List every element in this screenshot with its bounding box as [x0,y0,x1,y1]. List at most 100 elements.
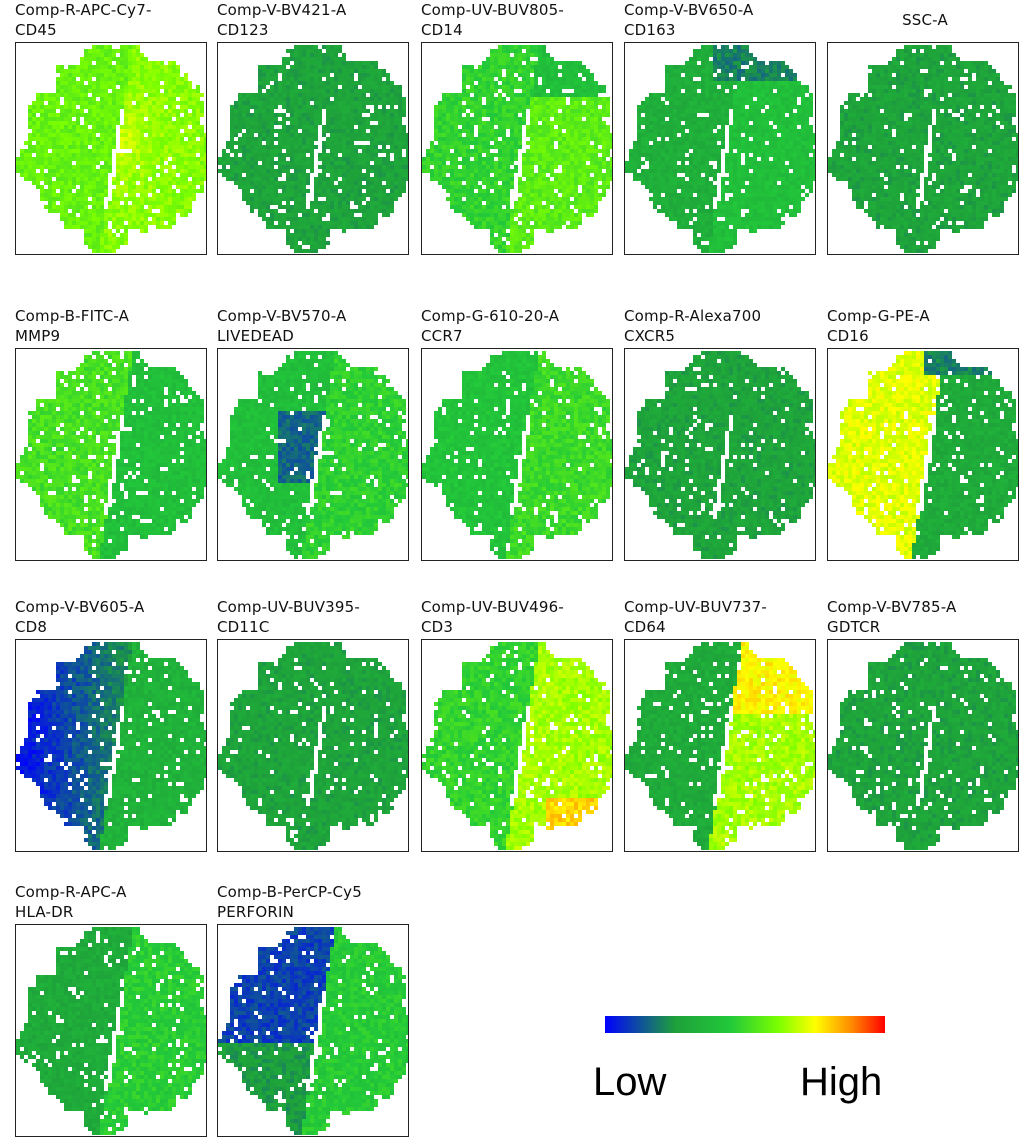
panel-channel-label: Comp-G-PE-A [827,306,1020,326]
tsne-plot-frame [421,639,613,852]
panel-channel-label: Comp-V-BV650-A [624,0,834,20]
panel-title: Comp-V-BV421-A CD123 [217,0,427,40]
panel-title: SSC-A [827,0,1020,30]
tsne-plot-frame [624,639,816,852]
tsne-scatter [828,642,1018,850]
color-scale-bar [605,1016,885,1033]
panel-channel-label: Comp-V-BV785-A [827,597,1020,617]
tsne-plot-frame [15,348,207,561]
tsne-cells [218,927,408,1135]
panel-marker-label: LIVEDEAD [217,326,427,346]
panel-title: Comp-B-FITC-A MMP9 [15,306,225,346]
tsne-cells [625,45,815,253]
tsne-cells [625,642,815,850]
tsne-plot-frame [15,924,207,1137]
panel-marker-label: PERFORIN [217,902,427,922]
tsne-plot-frame [421,348,613,561]
tsne-cells [218,351,408,559]
panel-title: Comp-G-PE-A CD16 [827,306,1020,346]
panel-marker-label: CD11C [217,617,427,637]
panel-channel-label: Comp-B-PerCP-Cy5 [217,882,427,902]
panel-channel-label: Comp-V-BV421-A [217,0,427,20]
panel-channel-label: Comp-R-Alexa700 [624,306,834,326]
tsne-plot-frame [421,42,613,255]
tsne-scatter [218,45,408,253]
panel-marker-label: CD123 [217,20,427,40]
panel-marker-label: CD45 [15,20,225,40]
tsne-cells [422,351,612,559]
panel-marker-label: CD16 [827,326,1020,346]
tsne-plot-frame [217,924,409,1137]
tsne-scatter [422,45,612,253]
tsne-cells [218,45,408,253]
tsne-scatter [218,642,408,850]
tsne-scatter [16,45,206,253]
panel-channel-label: Comp-B-FITC-A [15,306,225,326]
panel-title: Comp-B-PerCP-Cy5 PERFORIN [217,882,427,922]
panel-title: Comp-R-APC-A HLA-DR [15,882,225,922]
panel-title: Comp-R-APC-Cy7- CD45 [15,0,225,40]
panel-marker-label: HLA-DR [15,902,225,922]
tsne-scatter [16,927,206,1135]
panel-title: Comp-V-BV650-A CD163 [624,0,834,40]
tsne-scatter [218,351,408,559]
panel-channel-label: Comp-UV-BUV805- [421,0,631,20]
tsne-scatter [828,351,1018,559]
tsne-scatter [625,351,815,559]
tsne-scatter [218,927,408,1135]
panel-marker-label: CXCR5 [624,326,834,346]
panel-title: Comp-V-BV570-A LIVEDEAD [217,306,427,346]
tsne-cells [16,351,206,559]
panel-channel-label: Comp-UV-BUV496- [421,597,631,617]
tsne-plot-frame [15,639,207,852]
tsne-scatter [422,642,612,850]
tsne-scatter [16,351,206,559]
panel-title: Comp-R-Alexa700 CXCR5 [624,306,834,346]
panel-title: Comp-UV-BUV496- CD3 [421,597,631,637]
panel-marker-label: GDTCR [827,617,1020,637]
tsne-scatter [625,45,815,253]
panel-title: Comp-UV-BUV737- CD64 [624,597,834,637]
panel-title: Comp-UV-BUV395- CD11C [217,597,427,637]
panel-channel-label: Comp-UV-BUV737- [624,597,834,617]
panel-marker-label: CD163 [624,20,834,40]
tsne-plot-frame [827,348,1019,561]
tsne-plot-frame [15,42,207,255]
panel-marker-label: CCR7 [421,326,631,346]
tsne-cells [422,45,612,253]
tsne-plot-frame [217,639,409,852]
panel-marker-label: CD8 [15,617,225,637]
tsne-cells [422,642,612,850]
tsne-plot-frame [217,42,409,255]
tsne-scatter [625,642,815,850]
panel-channel-label: Comp-R-APC-Cy7- [15,0,225,20]
tsne-plot-frame [827,639,1019,852]
tsne-cells [16,45,206,253]
legend-low-label: Low [593,1058,666,1106]
tsne-cells [16,927,206,1135]
panel-marker-label: CD3 [421,617,631,637]
panel-title: Comp-UV-BUV805- CD14 [421,0,631,40]
tsne-plot-frame [217,348,409,561]
panel-channel-label: SSC-A [827,10,1020,30]
panel-title: Comp-G-610-20-A CCR7 [421,306,631,346]
tsne-scatter [16,642,206,850]
panel-channel-label: Comp-UV-BUV395- [217,597,427,617]
panel-title: Comp-V-BV605-A CD8 [15,597,225,637]
panel-channel-label: Comp-V-BV605-A [15,597,225,617]
panel-marker-label: CD64 [624,617,834,637]
panel-channel-label: Comp-G-610-20-A [421,306,631,326]
panel-marker-label: MMP9 [15,326,225,346]
tsne-plot-frame [624,42,816,255]
tsne-scatter [828,45,1018,253]
panel-channel-label: Comp-R-APC-A [15,882,225,902]
tsne-cells [625,351,815,559]
tsne-cells [828,351,1018,559]
tsne-cells [218,642,408,850]
color-legend: Low High [593,1016,890,1116]
tsne-cells [16,642,206,850]
tsne-scatter [422,351,612,559]
tsne-cells [828,642,1018,850]
panel-title: Comp-V-BV785-A GDTCR [827,597,1020,637]
tsne-plot-frame [624,348,816,561]
